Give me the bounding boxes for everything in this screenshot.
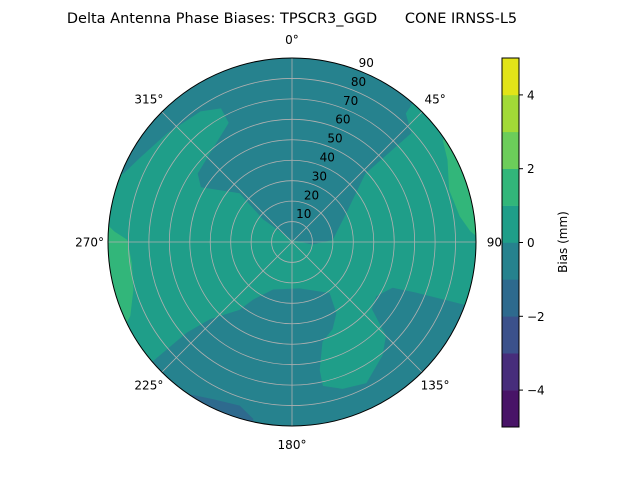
colorbar-label: Bias (mm) xyxy=(556,211,570,273)
colorbar-tick-label: 2 xyxy=(527,162,535,176)
angular-gridline xyxy=(291,241,423,373)
polar-plot-area: 0° 45° 90 135° 180° 225° 270° 315° 10 20 30 40 50 60 7… xyxy=(75,33,502,452)
polar-frame xyxy=(107,57,477,427)
contour-region xyxy=(120,58,413,245)
radial-tick-label: 60 xyxy=(335,113,350,127)
angular-tick-label: 135° xyxy=(421,379,450,393)
angular-tick-label: 90 xyxy=(487,236,502,250)
colorbar-band xyxy=(502,279,519,317)
contour-region xyxy=(189,394,254,425)
colorbar: −4 −2 0 2 4 xyxy=(501,57,545,428)
colorbar-band xyxy=(502,58,519,96)
colorbar-band xyxy=(502,205,519,243)
angular-tick-label: 0° xyxy=(285,33,299,47)
angular-tick-label: 270° xyxy=(75,236,104,250)
colorbar-band xyxy=(502,316,519,354)
angular-gridline xyxy=(161,241,293,373)
radial-tick-label: 20 xyxy=(304,188,319,202)
colorbar-tick-label: −2 xyxy=(527,310,545,324)
angular-gridline xyxy=(161,111,293,243)
radial-tick-label: 30 xyxy=(312,169,327,183)
colorbar-band xyxy=(502,242,519,280)
colorbar-band xyxy=(502,94,519,133)
colorbar-band xyxy=(502,353,519,391)
angular-tick-label: 225° xyxy=(134,379,163,393)
angular-tick-label: 315° xyxy=(134,92,163,106)
radial-tick-label: 90 xyxy=(359,56,374,70)
angular-gridline xyxy=(291,111,423,243)
chart-title: Delta Antenna Phase Biases: TPSCR3_GGD C… xyxy=(67,11,517,27)
angular-tick-label: 180° xyxy=(278,438,307,452)
contour-region xyxy=(108,226,134,323)
angular-tick-label: 45° xyxy=(424,92,445,106)
colorbar-band xyxy=(502,131,519,169)
radial-tick-label: 10 xyxy=(296,207,311,221)
radial-tick-label: 70 xyxy=(343,94,358,108)
radial-tick-label: 40 xyxy=(320,151,335,165)
colorbar-band xyxy=(502,168,519,206)
contour-region xyxy=(442,139,476,236)
radial-tick-label: 80 xyxy=(351,75,366,89)
colorbar-band xyxy=(502,390,519,428)
radial-tick-label: 50 xyxy=(327,132,342,146)
colorbar-tick-label: −4 xyxy=(527,384,545,398)
colorbar-tick-label: 4 xyxy=(527,88,535,102)
colorbar-tick-label: 0 xyxy=(527,236,535,250)
